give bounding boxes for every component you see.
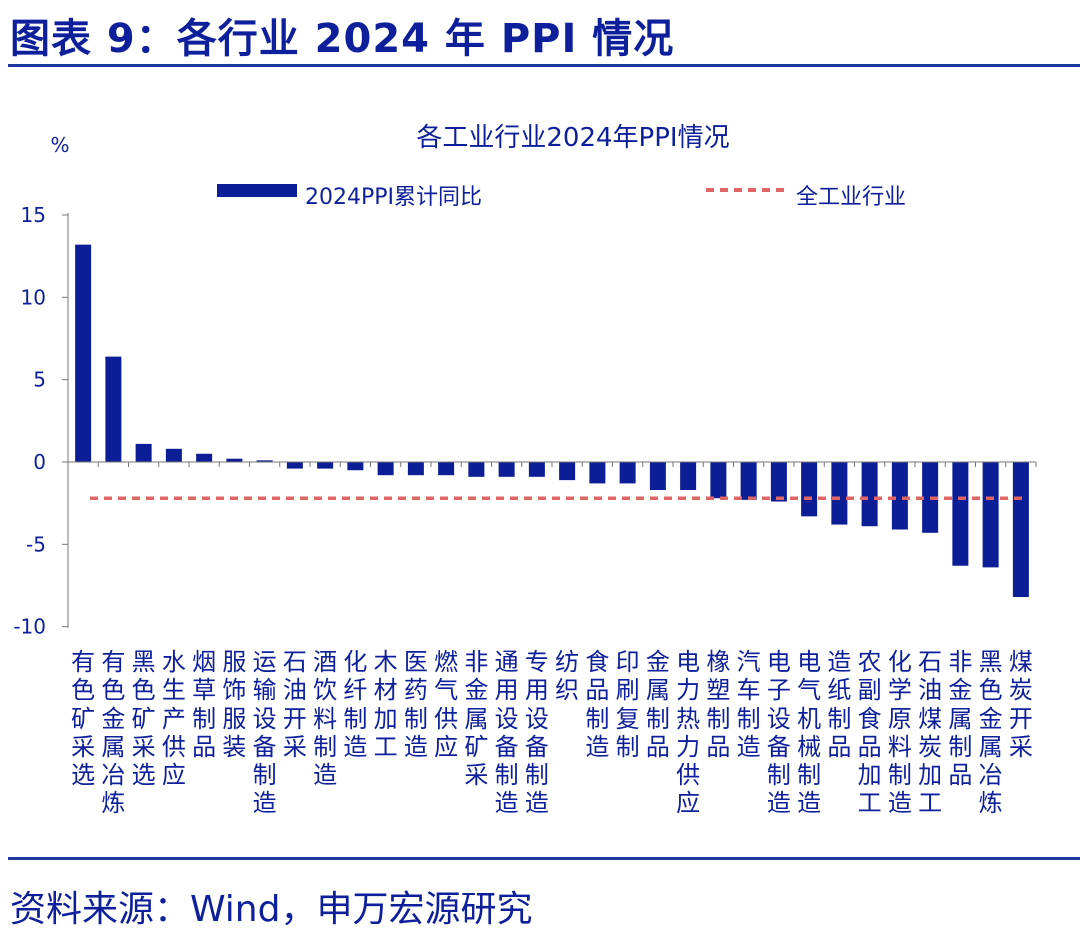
x-tick-label: 电气机械制造 bbox=[797, 648, 822, 818]
x-tick-label: 造纸制品 bbox=[827, 648, 852, 761]
x-tick-label: 食品制造 bbox=[585, 648, 610, 761]
bar bbox=[649, 462, 666, 490]
bar bbox=[1012, 462, 1029, 598]
bar bbox=[498, 462, 515, 477]
source-note: 资料来源：Wind，申万宏源研究 bbox=[10, 889, 533, 930]
x-tick-label: 印刷复制 bbox=[615, 648, 640, 761]
bar bbox=[135, 443, 152, 462]
bar bbox=[710, 462, 727, 499]
bar bbox=[559, 462, 576, 481]
x-tick-label: 水生产供应 bbox=[161, 648, 186, 790]
y-tick-label: 15 bbox=[21, 203, 46, 227]
x-tick-label: 橡塑制品 bbox=[706, 648, 731, 761]
x-tick-label: 黑色金属冶炼 bbox=[978, 648, 1003, 818]
x-tick-label: 有色金属冶炼 bbox=[101, 648, 126, 818]
x-tick-label: 电力热力供应 bbox=[676, 648, 701, 818]
x-tick-label: 运输设备制造 bbox=[252, 648, 277, 818]
x-tick-label: 医药制造 bbox=[403, 648, 428, 761]
bar bbox=[317, 462, 334, 469]
chart-title: 各工业行业2024年PPI情况 bbox=[416, 123, 729, 153]
legend-bar-swatch bbox=[217, 184, 297, 197]
bar bbox=[528, 462, 545, 477]
x-tick-label: 黑色矿采选 bbox=[131, 648, 156, 790]
x-tick-label: 通用设备制造 bbox=[494, 648, 519, 818]
x-tick-label: 汽车制造 bbox=[736, 648, 761, 761]
bar bbox=[831, 462, 848, 525]
top-rule bbox=[8, 64, 1080, 67]
y-axis-unit: % bbox=[50, 133, 69, 157]
x-tick-label: 化纤制造 bbox=[343, 648, 368, 761]
bar bbox=[982, 462, 999, 568]
x-tick-label: 非金属矿采 bbox=[464, 648, 489, 790]
x-tick-label: 化学原料制造 bbox=[887, 648, 912, 818]
x-tick-label: 有色矿采选 bbox=[71, 648, 96, 790]
x-tick-label: 服饰服装 bbox=[222, 648, 247, 761]
bar bbox=[377, 462, 394, 476]
x-tick-label: 燃气供应 bbox=[434, 648, 459, 761]
x-tick-label: 酒饮料制造 bbox=[313, 648, 338, 790]
x-tick-label: 木材加工 bbox=[373, 648, 398, 761]
bar bbox=[286, 462, 303, 469]
bar bbox=[256, 460, 273, 462]
x-tick-label: 煤炭开采 bbox=[1008, 648, 1033, 761]
bar bbox=[196, 453, 213, 462]
x-tick-label: 专用设备制造 bbox=[524, 648, 549, 818]
x-tick-label: 石油开采 bbox=[282, 648, 307, 761]
bar bbox=[770, 462, 787, 502]
y-tick-label: -10 bbox=[13, 615, 46, 639]
y-tick-label: 10 bbox=[21, 285, 46, 309]
bottom-rule bbox=[8, 857, 1080, 860]
x-tick-label: 农副食品加工 bbox=[857, 648, 882, 818]
bar bbox=[801, 462, 818, 517]
x-tick-label: 电子设备制造 bbox=[766, 648, 791, 818]
bar bbox=[407, 462, 424, 476]
bar bbox=[438, 462, 455, 476]
y-tick-label: 5 bbox=[33, 368, 46, 392]
legend-line-label: 全工业行业 bbox=[796, 185, 906, 210]
x-tick-label: 金属制品 bbox=[645, 648, 670, 761]
x-tick-label: 石油煤炭加工 bbox=[918, 648, 943, 818]
bar-chart: 各工业行业2024年PPI情况% 2024PPI累计同比 全工业行业 15 10 5 0 -5… bbox=[13, 123, 1037, 639]
bar bbox=[347, 462, 364, 471]
bar bbox=[619, 462, 636, 484]
bar bbox=[952, 462, 969, 566]
x-tick-label: 烟草制品 bbox=[192, 648, 217, 761]
bar bbox=[680, 462, 697, 490]
y-tick-label: 0 bbox=[33, 450, 46, 474]
bar bbox=[740, 462, 757, 500]
y-tick-label: -5 bbox=[26, 532, 46, 556]
figure-title: 图表 9：各行业 2024 年 PPI 情况 bbox=[10, 16, 675, 62]
bar bbox=[105, 356, 122, 462]
bar bbox=[468, 462, 485, 477]
bar bbox=[861, 462, 878, 527]
bar bbox=[891, 462, 908, 530]
x-tick-label: 纺织 bbox=[555, 648, 580, 705]
bar bbox=[165, 448, 182, 462]
bar bbox=[589, 462, 606, 484]
x-tick-label: 非金属制品 bbox=[948, 648, 973, 790]
bar bbox=[75, 244, 92, 462]
legend-bar-label: 2024PPI累计同比 bbox=[305, 185, 482, 210]
bar bbox=[226, 458, 243, 462]
